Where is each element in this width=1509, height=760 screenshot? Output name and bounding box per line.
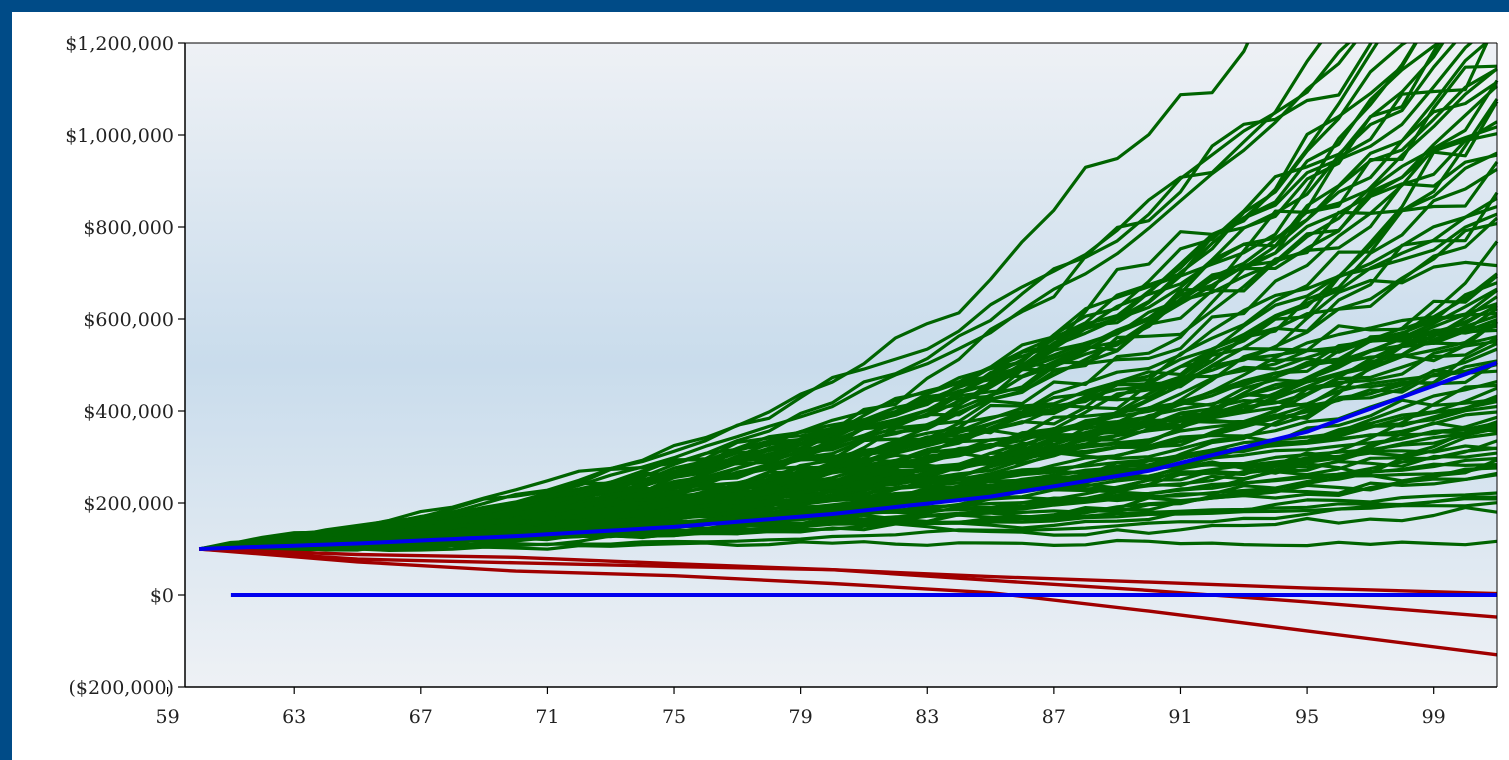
y-tick-label: $1,000,000: [65, 125, 174, 147]
overlay-series: [199, 360, 1498, 657]
failure-simulation-line: [199, 547, 1498, 657]
x-tick-label: 91: [1168, 706, 1192, 728]
y-tick-label: $400,000: [83, 401, 174, 423]
x-tick-label: 75: [662, 706, 686, 728]
x-tick-label: 67: [409, 706, 433, 728]
y-axis-ticks: ($200,000) $0 $200,000 $400,000 $600,000 $800…: [65, 33, 185, 699]
x-tick-label: 79: [789, 706, 813, 728]
y-tick-label: $0: [150, 585, 174, 607]
retirement-projection-chart: 59 63 67 71 75 79 83 87 91 95 99 ($200,000) $0 $200,…: [65, 33, 1499, 728]
x-tick-label: 63: [282, 706, 306, 728]
simulation-line: [198, 420, 1498, 551]
axes: [184, 42, 1498, 688]
failure-simulation-line: [199, 547, 1498, 619]
simulation-line: [199, 216, 1499, 551]
simulation-line: [199, 43, 1380, 551]
x-tick-label: 59: [155, 706, 179, 728]
chart-container: 59 63 67 71 75 79 83 87 91 95 99 ($200,000) $0 $200,…: [12, 12, 1509, 760]
x-tick-label: 87: [1042, 706, 1066, 728]
y-tick-label: $600,000: [83, 309, 174, 331]
x-tick-label: 71: [535, 706, 559, 728]
y-tick-label: $800,000: [83, 217, 174, 239]
x-tick-label: 95: [1295, 706, 1319, 728]
y-tick-label: $1,200,000: [65, 33, 174, 55]
x-tick-label: 99: [1422, 706, 1446, 728]
simulation-line: [199, 451, 1498, 551]
y-tick-label: ($200,000): [69, 677, 174, 699]
plot-area-background: [185, 43, 1497, 687]
simulation-lines: [198, 43, 1499, 553]
y-tick-label: $200,000: [83, 493, 174, 515]
x-tick-label: 83: [915, 706, 939, 728]
median-projection-line: [199, 360, 1498, 551]
x-axis-ticks: 59 63 67 71 75 79 83 87 91 95 99: [155, 687, 1446, 728]
simulation-line: [199, 501, 1498, 551]
